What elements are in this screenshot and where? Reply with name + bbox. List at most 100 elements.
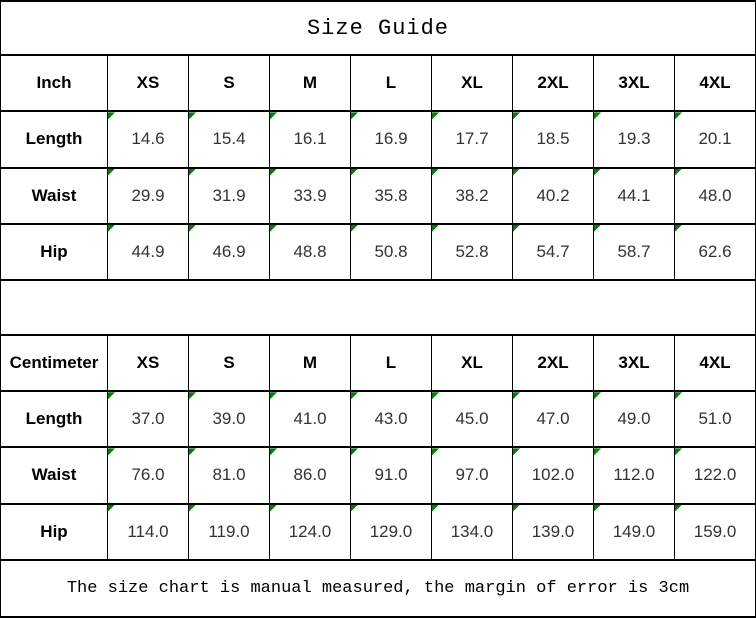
- cell-flag-icon: [675, 505, 682, 512]
- cell-flag-icon: [513, 449, 520, 456]
- size-value-cell: 16.9: [350, 110, 432, 169]
- cell-flag-icon: [513, 169, 520, 176]
- cell-flag-icon: [432, 449, 439, 456]
- size-value: 35.8: [374, 185, 408, 205]
- cell-flag-icon: [351, 225, 358, 232]
- size-header-l: L: [350, 334, 432, 393]
- size-value-cell: 20.1: [673, 110, 756, 169]
- size-value: 139.0: [531, 521, 575, 541]
- size-header-s: S: [188, 334, 270, 393]
- size-value: 114.0: [127, 521, 169, 541]
- size-value: 46.9: [212, 241, 246, 261]
- size-header-4xl: 4XL: [673, 54, 756, 113]
- cell-flag-icon: [432, 505, 439, 512]
- unit-label-centimeter: Centimeter: [0, 334, 108, 393]
- size-value-cell: 139.0: [512, 502, 594, 561]
- size-value: 122.0: [693, 465, 737, 485]
- size-value: 86.0: [293, 465, 327, 485]
- table-row: Hip 44.9 46.9 48.8 50.8 52.8 54.7 58.7 6…: [0, 222, 756, 281]
- table-row: Waist 29.9 31.9 33.9 35.8 38.2 40.2 44.1…: [0, 166, 756, 225]
- size-value: 76.0: [131, 465, 165, 485]
- size-value-cell: 112.0: [593, 446, 675, 505]
- cell-flag-icon: [108, 449, 115, 456]
- size-value: 102.0: [531, 465, 575, 485]
- size-header-m: M: [269, 334, 351, 393]
- size-value-cell: 122.0: [673, 446, 756, 505]
- cell-flag-icon: [270, 169, 277, 176]
- size-value-cell: 119.0: [188, 502, 270, 561]
- size-header-xl: XL: [431, 54, 513, 113]
- size-value-cell: 48.8: [269, 222, 351, 281]
- size-value: 52.8: [455, 241, 489, 261]
- size-value: 134.0: [450, 521, 494, 541]
- size-header-m: M: [269, 54, 351, 113]
- table-row: Length 37.0 39.0 41.0 43.0 45.0 47.0 49.…: [0, 390, 756, 449]
- size-value-cell: 35.8: [350, 166, 432, 225]
- size-value: 37.0: [131, 409, 165, 429]
- cell-flag-icon: [189, 113, 196, 120]
- footer-row: The size chart is manual measured, the m…: [0, 558, 756, 618]
- cell-flag-icon: [189, 449, 196, 456]
- table-row: Length 14.6 15.4 16.1 16.9 17.7 18.5 19.…: [0, 110, 756, 169]
- spacer-cell: [0, 278, 756, 337]
- cell-flag-icon: [594, 505, 601, 512]
- size-value-cell: 52.8: [431, 222, 513, 281]
- row-label-waist: Waist: [0, 166, 108, 225]
- size-value-cell: 97.0: [431, 446, 513, 505]
- unit-label-inch: Inch: [0, 54, 108, 113]
- size-value: 44.9: [131, 241, 165, 261]
- size-value: 33.9: [293, 185, 327, 205]
- size-value-cell: 54.7: [512, 222, 594, 281]
- size-value: 129.0: [369, 521, 413, 541]
- cell-flag-icon: [594, 393, 601, 400]
- row-label-waist: Waist: [0, 446, 108, 505]
- size-value-cell: 44.9: [107, 222, 189, 281]
- cell-flag-icon: [351, 169, 358, 176]
- cell-flag-icon: [189, 505, 196, 512]
- cell-flag-icon: [351, 113, 358, 120]
- size-value-cell: 49.0: [593, 390, 675, 449]
- size-value: 50.8: [374, 241, 408, 261]
- size-value-cell: 51.0: [673, 390, 756, 449]
- size-value-cell: 102.0: [512, 446, 594, 505]
- cell-flag-icon: [675, 225, 682, 232]
- size-value-cell: 149.0: [593, 502, 675, 561]
- cell-flag-icon: [675, 449, 682, 456]
- size-value: 48.0: [698, 185, 732, 205]
- size-header-2xl: 2XL: [512, 54, 594, 113]
- size-value: 47.0: [536, 409, 570, 429]
- size-value: 16.1: [293, 129, 327, 149]
- cell-flag-icon: [513, 225, 520, 232]
- page-title: Size Guide: [0, 0, 756, 57]
- size-value-cell: 43.0: [350, 390, 432, 449]
- cell-flag-icon: [594, 113, 601, 120]
- size-value: 45.0: [455, 409, 489, 429]
- size-value-cell: 45.0: [431, 390, 513, 449]
- size-value: 159.0: [693, 521, 737, 541]
- cell-flag-icon: [594, 449, 601, 456]
- size-value-cell: 33.9: [269, 166, 351, 225]
- size-header-l: L: [350, 54, 432, 113]
- size-value-cell: 44.1: [593, 166, 675, 225]
- size-value-cell: 76.0: [107, 446, 189, 505]
- size-value: 112.0: [613, 465, 655, 485]
- cell-flag-icon: [432, 169, 439, 176]
- cell-flag-icon: [513, 505, 520, 512]
- size-value: 38.2: [455, 185, 489, 205]
- size-value: 43.0: [374, 409, 408, 429]
- cell-flag-icon: [270, 113, 277, 120]
- footer-note: The size chart is manual measured, the m…: [0, 558, 756, 618]
- cell-flag-icon: [432, 393, 439, 400]
- size-value: 29.9: [131, 185, 165, 205]
- size-value: 97.0: [455, 465, 489, 485]
- size-value-cell: 18.5: [512, 110, 594, 169]
- cell-flag-icon: [351, 449, 358, 456]
- size-value: 48.8: [293, 241, 327, 261]
- size-header-4xl: 4XL: [673, 334, 756, 393]
- size-value: 81.0: [212, 465, 246, 485]
- size-value-cell: 19.3: [593, 110, 675, 169]
- size-value: 44.1: [617, 185, 651, 205]
- size-value-cell: 129.0: [350, 502, 432, 561]
- size-value-cell: 14.6: [107, 110, 189, 169]
- cell-flag-icon: [108, 225, 115, 232]
